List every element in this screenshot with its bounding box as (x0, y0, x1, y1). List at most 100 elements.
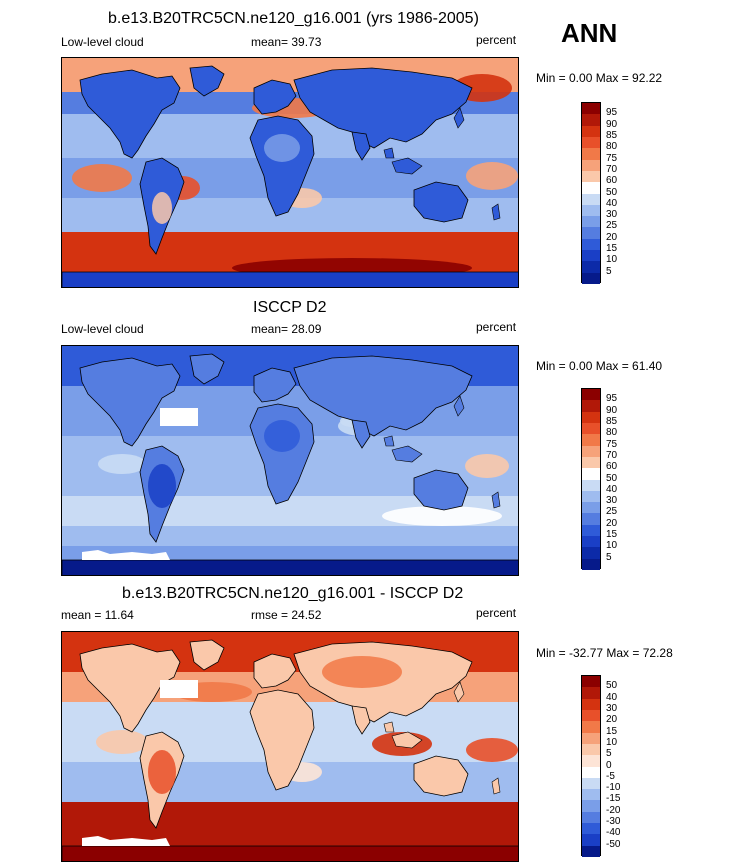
colorbar-swatch (582, 513, 600, 525)
colorbar-swatch (582, 743, 600, 756)
colorbar-swatch (582, 721, 600, 733)
continent-outline (79, 643, 181, 733)
continent-outline (413, 755, 469, 797)
colorbar-swatch (582, 136, 600, 149)
colorbar-tick-label: 0 (606, 759, 612, 771)
panel1-minmax-label: Min = 0.00 Max = 92.22 (536, 71, 663, 85)
panel2-colorbar (581, 388, 601, 570)
colorbar-tick-label: 75 (606, 152, 618, 164)
colorbar-swatch (582, 434, 600, 446)
colorbar-swatch (582, 687, 600, 699)
land-region (322, 656, 402, 688)
colorbar-swatch (582, 547, 600, 559)
colorbar-swatch (582, 125, 600, 137)
colorbar-tick-label: 60 (606, 461, 618, 473)
colorbar-swatch (582, 193, 600, 205)
colorbar-swatch (582, 422, 600, 435)
panel1-map (61, 57, 519, 288)
colorbar-swatch (582, 456, 600, 469)
season-label: ANN (561, 18, 618, 48)
colorbar-tick-label: 30 (606, 495, 618, 507)
map-region (465, 454, 509, 478)
panel1-colorbar (581, 102, 601, 284)
colorbar-tick-label: 50 (606, 472, 618, 484)
continent-outline (249, 115, 315, 217)
panel3-rmse-label: rmse = 24.52 (251, 608, 322, 622)
panel3-minmax-label: Min = -32.77 Max = 72.28 (536, 646, 673, 660)
panel3-mean-label: mean = 11.64 (61, 608, 134, 622)
colorbar-tick-label: 85 (606, 129, 618, 141)
continent-outline (79, 357, 181, 447)
panel3-title: b.e13.B20TRC5CN.ne120_g16.001 - ISCCP D2 (122, 585, 464, 602)
colorbar-tick-label: -30 (606, 816, 621, 828)
colorbar-tick-label: -50 (606, 838, 621, 850)
colorbar-tick-label: 10 (606, 254, 618, 266)
colorbar-tick-label: 20 (606, 517, 618, 529)
colorbar-tick-label: 5 (606, 551, 612, 563)
missing-data-patch (82, 550, 170, 560)
land-region (264, 134, 300, 162)
map-region (466, 738, 518, 762)
panel3-units-label: percent (476, 606, 517, 620)
colorbar-tick-label: 15 (606, 243, 618, 255)
colorbar-swatch (582, 389, 600, 401)
panel3-map-svg (62, 632, 518, 861)
continent-outline (189, 353, 225, 385)
continent-outline (253, 653, 297, 689)
island-outline (453, 681, 465, 703)
colorbar-swatch (582, 536, 600, 548)
island-outline (491, 777, 501, 795)
island-outline (383, 435, 395, 447)
colorbar-swatch (582, 148, 600, 160)
continent-outline (79, 69, 181, 159)
colorbar-swatch (582, 238, 600, 251)
colorbar-tick-label: 95 (606, 393, 618, 405)
colorbar-swatch (582, 170, 600, 183)
colorbar-swatch (582, 845, 600, 857)
panel1-variable-label: Low-level cloud (61, 35, 144, 49)
colorbar-tick-label: 70 (606, 163, 618, 175)
continent-outline (293, 67, 473, 149)
panel2-map (61, 345, 519, 576)
island-outline (453, 395, 465, 417)
colorbar-tick-label: 90 (606, 404, 618, 416)
land-region (264, 420, 300, 452)
colorbar-tick-label: 40 (606, 691, 618, 703)
colorbar-tick-label: 50 (606, 680, 618, 692)
continent-outline (413, 181, 469, 223)
continent-outline (62, 271, 518, 287)
missing-data-patch (160, 408, 198, 426)
continent-outline (293, 355, 473, 437)
colorbar-swatch (582, 114, 600, 126)
continent-outline (351, 131, 371, 161)
map-region (382, 506, 502, 526)
colorbar-swatch (582, 227, 600, 239)
colorbar-tick-label: 10 (606, 736, 618, 748)
colorbar-swatch (582, 490, 600, 503)
colorbar-swatch (582, 502, 600, 514)
colorbar-swatch (582, 755, 600, 767)
colorbar-swatch (582, 182, 600, 194)
colorbar-tick-label: 60 (606, 175, 618, 187)
colorbar-swatch (582, 823, 600, 835)
colorbar-tick-label: 75 (606, 438, 618, 450)
colorbar-tick-label: 25 (606, 506, 618, 518)
map-band (62, 546, 518, 560)
colorbar-swatch (582, 834, 600, 846)
map-region (98, 454, 146, 474)
colorbar-swatch (582, 766, 600, 778)
land-region (148, 750, 176, 794)
island-outline (383, 721, 395, 733)
colorbar-tick-label: -20 (606, 804, 621, 816)
panel2-mean-label: mean= 28.09 (251, 322, 322, 336)
colorbar-tick-label: 20 (606, 714, 618, 726)
colorbar-swatch (582, 261, 600, 273)
colorbar-swatch (582, 698, 600, 710)
map-region (72, 164, 132, 192)
island-outline (491, 491, 501, 509)
colorbar-tick-label: 90 (606, 118, 618, 130)
continent-outline (62, 559, 518, 575)
continent-outline (189, 65, 225, 97)
colorbar-tick-label: 30 (606, 702, 618, 714)
colorbar-swatch (582, 250, 600, 262)
